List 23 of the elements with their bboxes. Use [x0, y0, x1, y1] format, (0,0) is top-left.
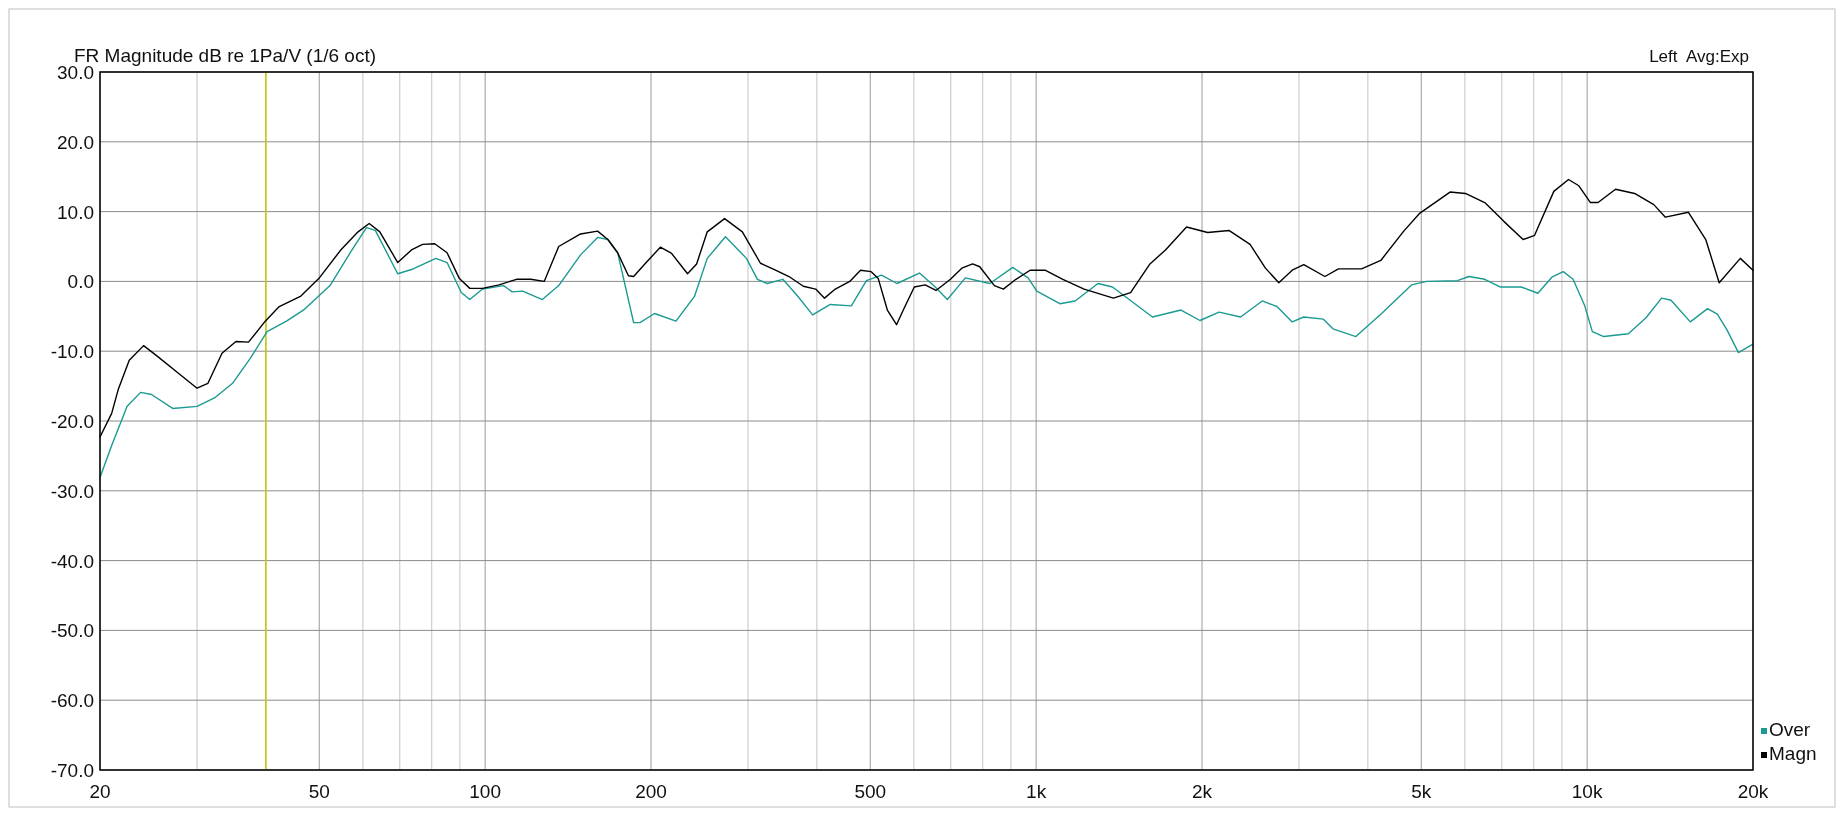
y-tick-label: -30.0 — [50, 480, 94, 502]
x-tick-label: 200 — [635, 781, 667, 802]
x-tick-label: 100 — [469, 781, 501, 802]
y-tick-label: -50.0 — [50, 620, 94, 642]
text: Left Avg:Exp — [1649, 47, 1749, 66]
x-tick-label: 10k — [1571, 781, 1603, 802]
y-tick-label: -60.0 — [50, 690, 94, 712]
x-tick-label: 5k — [1411, 781, 1432, 802]
legend-label: Over — [1769, 719, 1811, 740]
x-tick-label: 20 — [89, 781, 111, 802]
y-tick-label: -10.0 — [50, 341, 94, 363]
x-tick-label: 1k — [1026, 781, 1047, 802]
y-tick-label: -20.0 — [50, 411, 94, 432]
x-tick-label: 500 — [854, 781, 887, 802]
y-tick-label: 20.0 — [57, 131, 94, 153]
x-tick-label: 50 — [308, 781, 330, 802]
y-tick-label: 0.0 — [67, 271, 94, 293]
y-tick-label: 10.0 — [57, 201, 94, 223]
x-tick-label: 20k — [1737, 781, 1769, 802]
legend-label: Magn — [1769, 743, 1817, 764]
x-tick-label: 2k — [1191, 781, 1213, 802]
y-tick-label: -40.0 — [50, 550, 94, 572]
y-tick-label: -70.0 — [50, 760, 94, 781]
